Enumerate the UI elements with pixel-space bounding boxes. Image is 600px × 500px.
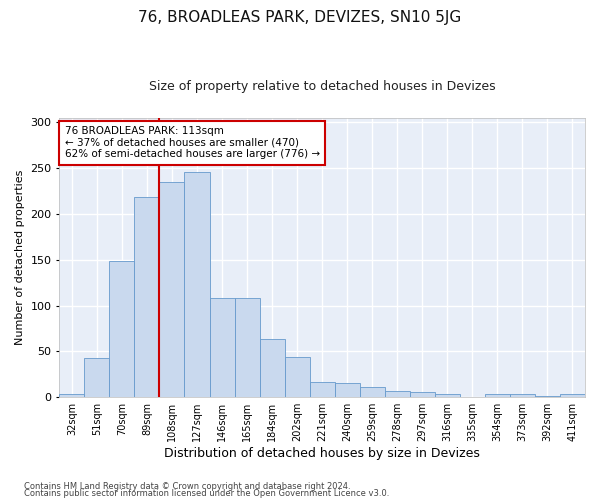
Bar xyxy=(360,387,385,397)
Bar xyxy=(335,382,360,397)
Bar xyxy=(485,394,510,397)
Bar xyxy=(435,394,460,397)
Bar xyxy=(260,340,284,397)
Bar xyxy=(535,396,560,397)
Bar xyxy=(109,260,134,397)
Bar xyxy=(560,394,585,397)
Text: 76, BROADLEAS PARK, DEVIZES, SN10 5JG: 76, BROADLEAS PARK, DEVIZES, SN10 5JG xyxy=(139,10,461,25)
Title: Size of property relative to detached houses in Devizes: Size of property relative to detached ho… xyxy=(149,80,496,93)
Bar xyxy=(59,394,85,397)
Text: Contains HM Land Registry data © Crown copyright and database right 2024.: Contains HM Land Registry data © Crown c… xyxy=(24,482,350,491)
Bar xyxy=(385,391,410,397)
Y-axis label: Number of detached properties: Number of detached properties xyxy=(15,170,25,345)
Bar xyxy=(85,358,109,397)
Text: 76 BROADLEAS PARK: 113sqm
← 37% of detached houses are smaller (470)
62% of semi: 76 BROADLEAS PARK: 113sqm ← 37% of detac… xyxy=(65,126,320,160)
Bar xyxy=(235,298,260,397)
Text: Contains public sector information licensed under the Open Government Licence v3: Contains public sector information licen… xyxy=(24,490,389,498)
X-axis label: Distribution of detached houses by size in Devizes: Distribution of detached houses by size … xyxy=(164,447,480,460)
Bar xyxy=(410,392,435,397)
Bar xyxy=(184,172,209,397)
Bar xyxy=(310,382,335,397)
Bar xyxy=(134,198,160,397)
Bar xyxy=(284,357,310,397)
Bar xyxy=(510,394,535,397)
Bar xyxy=(209,298,235,397)
Bar xyxy=(160,182,184,397)
